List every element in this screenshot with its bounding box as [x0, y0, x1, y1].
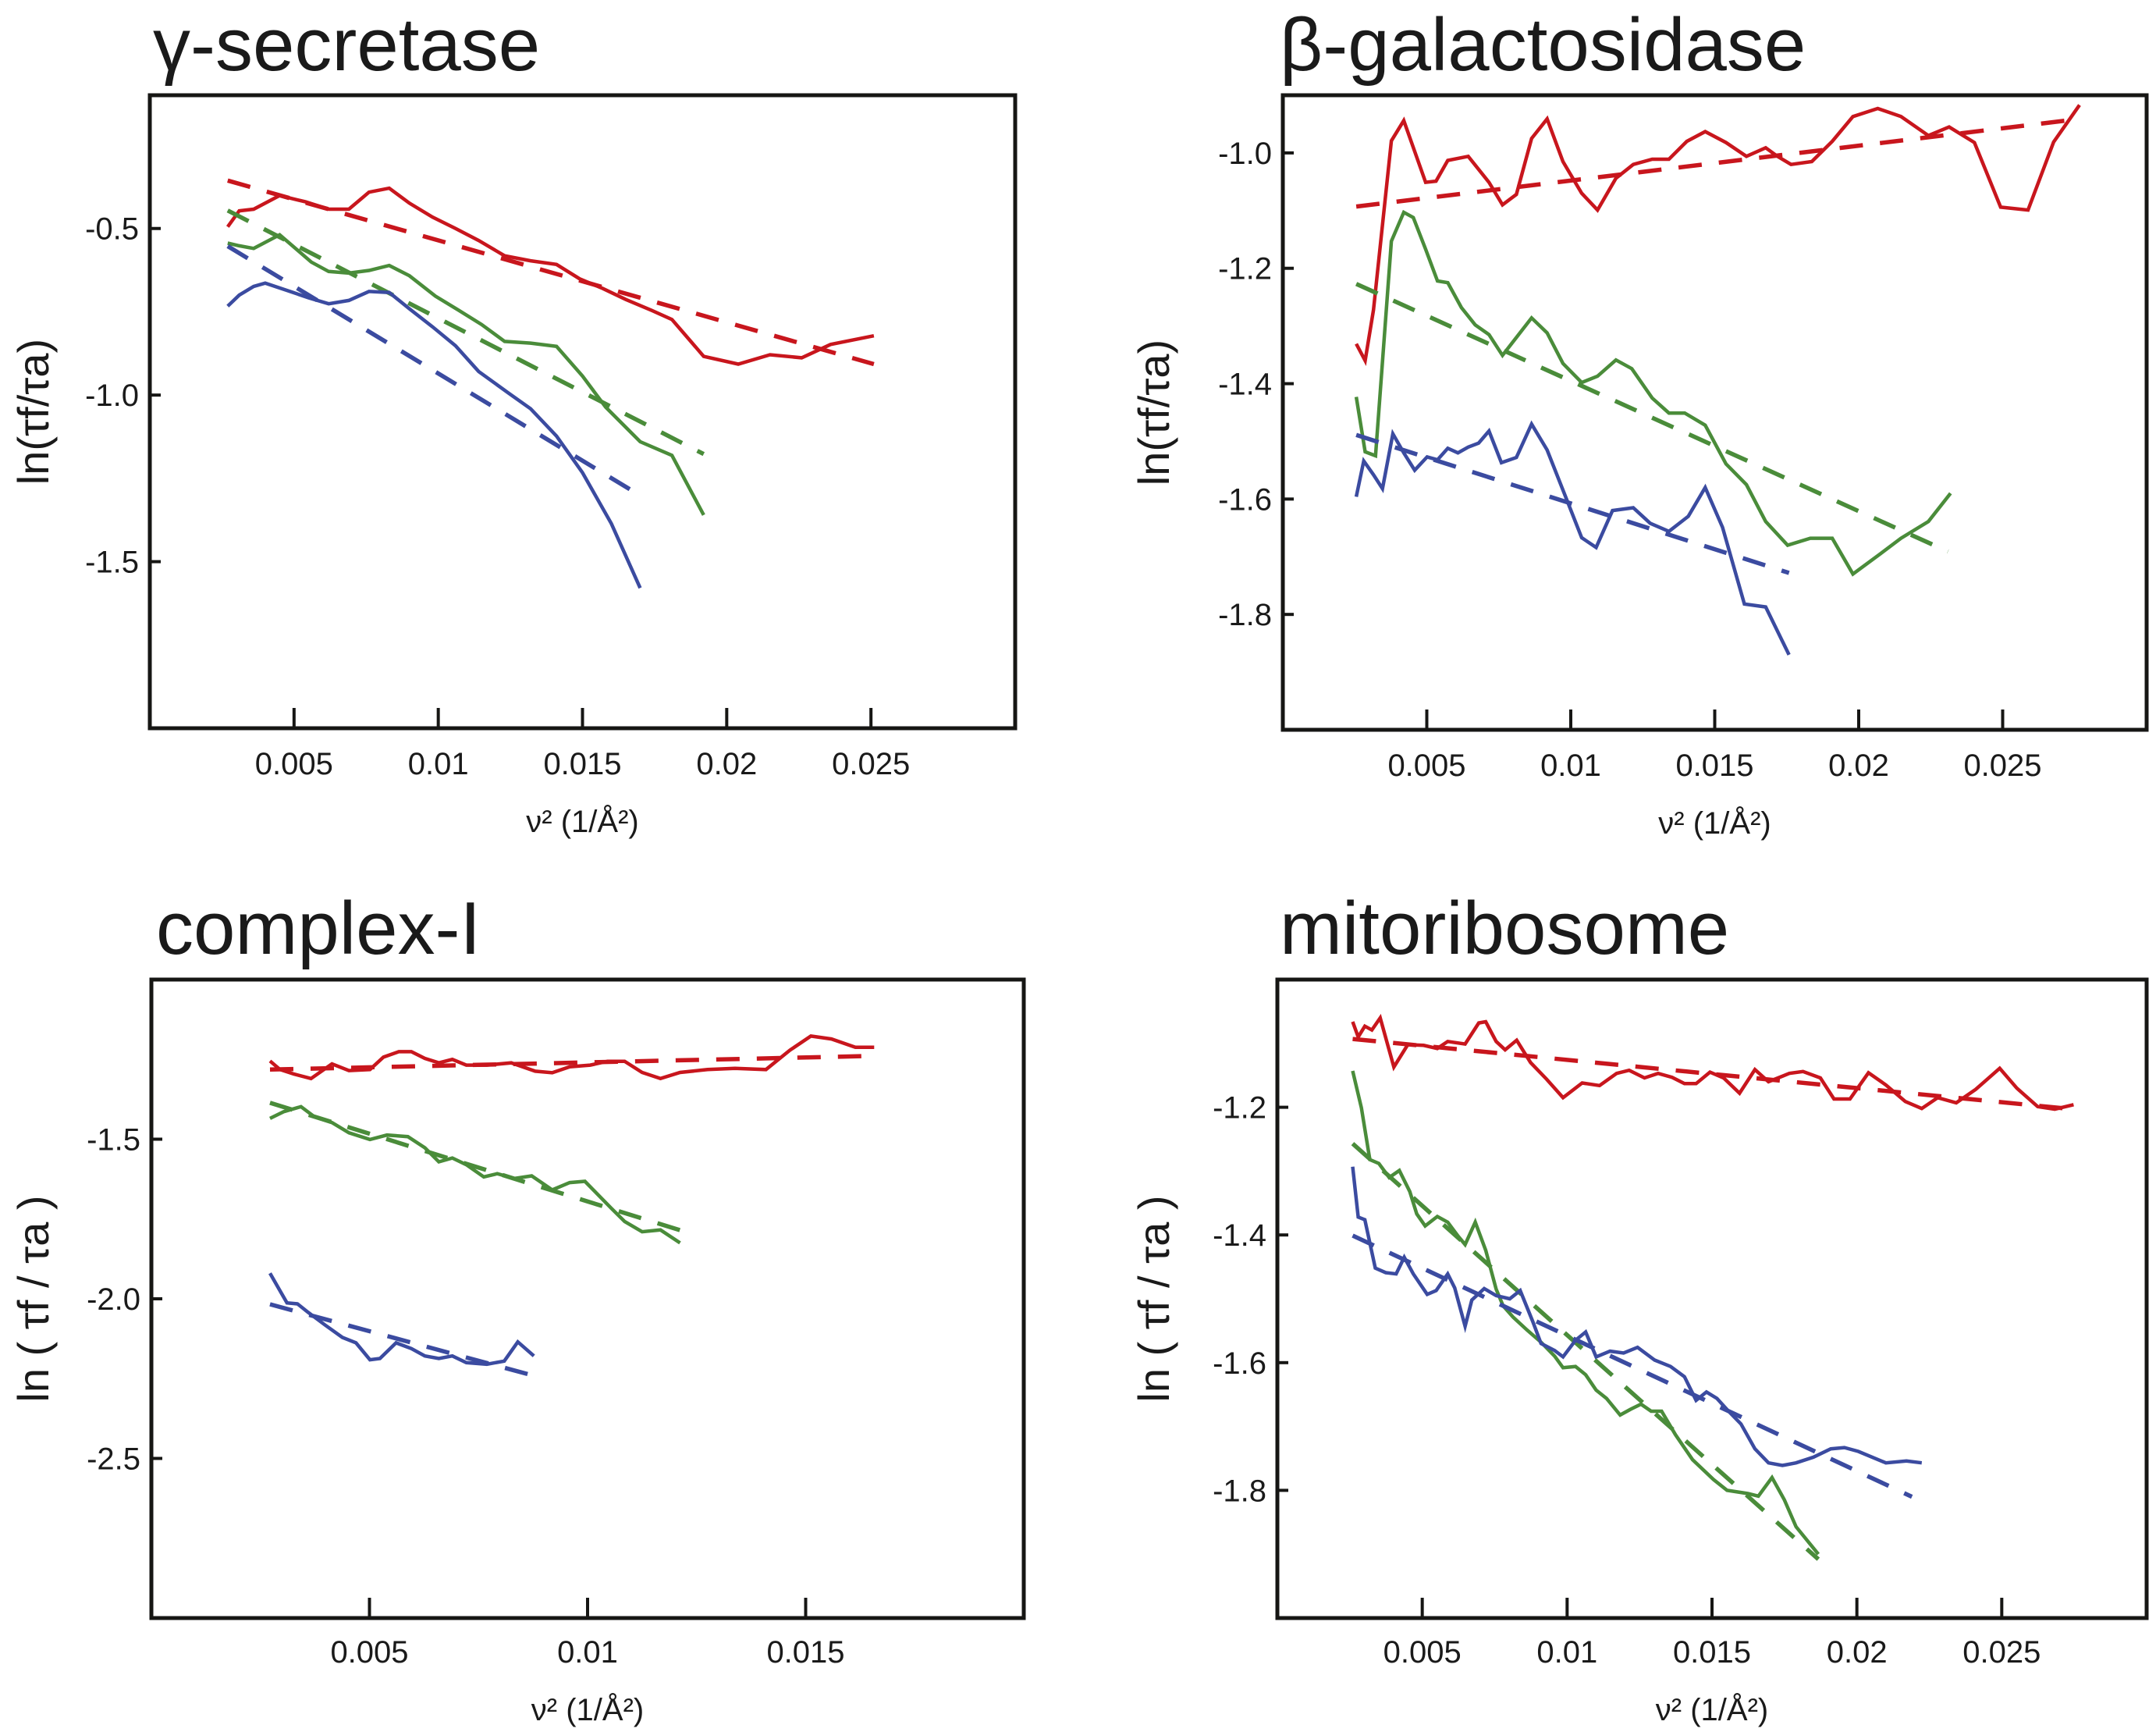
y-tick-label: -1.6: [1213, 1346, 1266, 1381]
y-tick-label: -1.2: [1213, 1091, 1266, 1126]
x-axis-label: ν² (1/Å²): [531, 1692, 644, 1727]
data-line-blue: [226, 281, 642, 589]
x-tick-label: 0.02: [1827, 1635, 1888, 1670]
x-tick-label: 0.01: [557, 1635, 618, 1670]
y-tick-label: -1.8: [1218, 598, 1272, 632]
y-tick-label: -1.2: [1218, 252, 1272, 286]
panel-beta-galactosidase: β-galactosidase 0.005 0.01 0.015 0.02 0.025 -1…: [1129, 3, 2149, 841]
x-tick-label: 0.01: [408, 747, 469, 781]
y-axis-label: ln ( τf / τa ): [9, 1195, 58, 1402]
series-group: [1351, 1013, 2074, 1561]
y-tick-label: -1.0: [85, 379, 139, 413]
y-tick-label: -2.5: [87, 1442, 140, 1477]
axes-frame: [1280, 93, 2149, 732]
x-tick-label: 0.015: [543, 747, 621, 781]
data-line-green: [1351, 1070, 1820, 1556]
x-tick-label: 0.005: [330, 1635, 408, 1670]
y-tick-label: -1.8: [1213, 1474, 1266, 1508]
x-axis-label: ν² (1/Å²): [1656, 1692, 1768, 1727]
panel-complex-i: complex-I 0.005 0.01 0.015 -1.5 -2.0 -2.5 ν² (1…: [9, 887, 1026, 1727]
panel-mitoribosome: mitoribosome 0.005 0.01 0.015 0.02 0.025 -1.2 -…: [1129, 887, 2149, 1727]
data-line-blue: [1351, 1166, 1923, 1467]
x-tick-label: 0.015: [1673, 1635, 1751, 1670]
fit-line-green: [226, 208, 705, 457]
data-line-red: [1355, 104, 2081, 366]
x-tick-label: 0.005: [1383, 1635, 1462, 1670]
data-line-red: [1351, 1013, 2074, 1111]
panel-gamma-secretase: γ-secretase 0.005 0.01 0.015 0.02 0.025 -0.5 -1…: [9, 3, 1018, 839]
x-tick-label: 0.015: [766, 1635, 844, 1670]
x-tick-label: 0.005: [255, 747, 333, 781]
y-tick-label: -1.0: [1218, 137, 1272, 171]
y-tick-label: -1.5: [87, 1123, 140, 1158]
fit-line-blue: [1355, 432, 1790, 575]
series-group: [226, 178, 875, 589]
y-tick-label: -1.6: [1218, 482, 1272, 517]
series-group: [268, 1034, 875, 1378]
fit-line-green: [1351, 1142, 1820, 1561]
x-tick-label: 0.025: [1963, 749, 2041, 783]
x-axis-label: ν² (1/Å²): [1658, 806, 1771, 841]
data-line-blue: [268, 1272, 535, 1367]
x-tick-label: 0.015: [1675, 749, 1753, 783]
x-tick-label: 0.02: [1828, 749, 1889, 783]
x-tick-label: 0.01: [1540, 749, 1601, 783]
x-tick-label: 0.025: [832, 747, 910, 781]
data-line-blue: [1354, 420, 1791, 656]
data-line-green: [269, 1104, 681, 1245]
y-axis-label: ln(τf/τa): [9, 339, 58, 485]
fit-line-blue: [226, 244, 636, 494]
panel-title: mitoribosome: [1280, 887, 1729, 970]
axes-frame: [147, 93, 1018, 731]
x-tick-label: 0.01: [1536, 1635, 1597, 1670]
data-line-green: [227, 233, 705, 516]
y-tick-label: -1.5: [85, 546, 139, 580]
panel-title: complex-I: [156, 887, 481, 970]
fit-line-red: [227, 178, 875, 367]
x-axis-label: ν² (1/Å²): [526, 804, 638, 839]
fit-line-blue: [1351, 1233, 1913, 1499]
panel-title: γ-secretase: [153, 3, 540, 87]
fit-line-red: [269, 1054, 875, 1072]
fit-line-green: [1355, 282, 1949, 554]
axes-frame: [149, 977, 1026, 1620]
panel-title: β-galactosidase: [1280, 3, 1806, 87]
series-group: [1354, 104, 2081, 656]
data-line-green: [1354, 209, 1952, 577]
y-tick-label: -1.4: [1213, 1218, 1266, 1253]
y-tick-label: -1.4: [1218, 368, 1272, 402]
x-tick-label: 0.005: [1387, 749, 1465, 783]
y-axis-label: ln(τf/τa): [1129, 340, 1178, 485]
x-tick-label: 0.02: [696, 747, 757, 781]
data-line-red: [268, 1034, 875, 1081]
x-tick-label: 0.025: [1962, 1635, 2041, 1670]
y-tick-label: -2.0: [87, 1282, 140, 1317]
y-axis-label: ln ( τf / τa ): [1129, 1195, 1178, 1402]
fit-line-blue: [269, 1302, 535, 1378]
y-tick-label: -0.5: [85, 212, 139, 247]
fit-line-green: [269, 1101, 681, 1232]
axes-frame: [1275, 977, 2149, 1620]
